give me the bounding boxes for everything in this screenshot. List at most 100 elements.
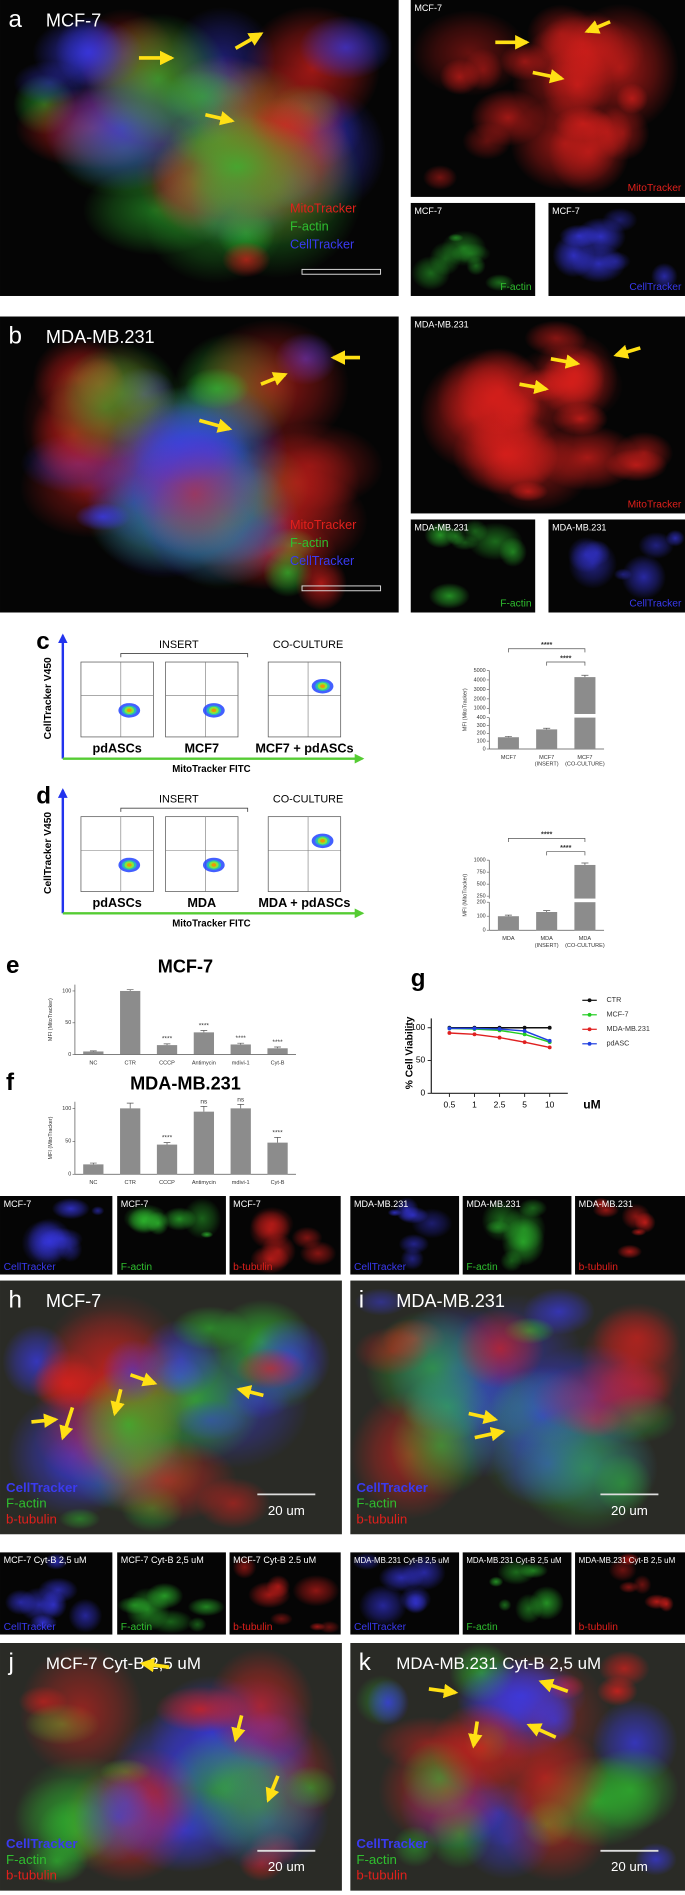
arrow bbox=[59, 1406, 75, 1441]
arrow bbox=[474, 1426, 506, 1442]
y-axis-label: CellTracker V450 bbox=[43, 657, 54, 739]
error-bar bbox=[200, 1106, 208, 1112]
cell bbox=[621, 554, 667, 600]
cell bbox=[358, 1584, 407, 1627]
cell bbox=[613, 568, 633, 581]
panel-letter: i bbox=[359, 1286, 364, 1313]
panel-title: MCF-7 bbox=[414, 3, 442, 13]
cell bbox=[552, 402, 608, 436]
scale-label: 20 um bbox=[268, 1859, 305, 1874]
bar bbox=[230, 1044, 251, 1055]
x-tick-label: CCCP bbox=[159, 1180, 175, 1186]
cell bbox=[58, 1508, 101, 1530]
cell bbox=[462, 122, 512, 160]
cell bbox=[318, 1620, 340, 1634]
cell bbox=[366, 1679, 410, 1726]
y-tick-label: 750 bbox=[477, 870, 486, 876]
cell bbox=[106, 402, 253, 485]
channel-label: b-tubulin bbox=[233, 1622, 273, 1633]
cell bbox=[152, 115, 322, 219]
y-axis-label: % Cell Viability bbox=[404, 1016, 415, 1089]
cell bbox=[221, 241, 271, 278]
legend-entry: F-actin bbox=[356, 1496, 397, 1511]
y-axis-label: CellTracker V450 bbox=[43, 812, 54, 894]
significance: ns bbox=[200, 1098, 208, 1105]
y-tick-label: 3000 bbox=[474, 687, 486, 693]
legend-entry: pdASC bbox=[606, 1039, 629, 1048]
cell bbox=[270, 1612, 293, 1626]
cell bbox=[399, 1585, 432, 1613]
x-tick-label: CCCP bbox=[159, 1061, 175, 1067]
cell bbox=[101, 1339, 164, 1404]
cell bbox=[617, 1553, 640, 1566]
arrow bbox=[526, 1723, 557, 1739]
arrow bbox=[260, 372, 288, 386]
cell bbox=[260, 1234, 296, 1269]
cell bbox=[184, 367, 250, 410]
cell bbox=[461, 519, 488, 543]
group-label: INSERT bbox=[159, 639, 199, 651]
point bbox=[522, 1025, 527, 1030]
cell bbox=[44, 1553, 68, 1570]
chart-title: MCF-7 bbox=[158, 956, 213, 976]
channel-label: F-actin bbox=[121, 1262, 153, 1273]
error-bar bbox=[274, 1136, 281, 1143]
scale-bar bbox=[301, 268, 382, 275]
bracket bbox=[546, 661, 586, 666]
cell bbox=[617, 1244, 643, 1259]
channel-label: F-actin bbox=[500, 282, 532, 293]
flow-plot bbox=[80, 816, 154, 892]
x-tick-label: (INSERT) bbox=[535, 943, 559, 949]
group-label: CO-CULTURE bbox=[273, 794, 343, 806]
significance: **** bbox=[560, 653, 571, 662]
cell bbox=[446, 527, 466, 546]
cell bbox=[13, 60, 86, 105]
cell bbox=[201, 1743, 319, 1866]
arrow bbox=[110, 1388, 125, 1417]
error-bar bbox=[126, 1102, 134, 1109]
y-axis-label: MFI (MitoTracker) bbox=[463, 688, 469, 731]
y-tick-label: 50 bbox=[416, 1055, 426, 1065]
legend-entry: b-tubulin bbox=[6, 1511, 57, 1526]
panel-letter: g bbox=[411, 965, 426, 992]
panel-title: MCF-7 bbox=[414, 206, 442, 216]
cell bbox=[354, 1288, 408, 1316]
legend-entry: MDA-MB.231 bbox=[606, 1024, 649, 1033]
channel-label: F-actin bbox=[466, 1262, 498, 1273]
arrow bbox=[550, 354, 581, 369]
channel-label: CellTracker bbox=[4, 1622, 57, 1633]
arrow bbox=[519, 379, 549, 395]
x-tick-label: MDA bbox=[541, 936, 554, 942]
panel-letter: f bbox=[6, 1069, 15, 1096]
error-bar bbox=[89, 1050, 97, 1052]
arrow bbox=[468, 1721, 483, 1749]
y-tick-label: 200 bbox=[477, 900, 486, 906]
bar bbox=[497, 916, 519, 931]
bar bbox=[536, 729, 558, 750]
bar bbox=[193, 1032, 215, 1055]
error-bar bbox=[543, 910, 551, 913]
cell bbox=[651, 262, 678, 290]
error-bar bbox=[504, 914, 512, 917]
legend-marker bbox=[587, 1027, 592, 1032]
cell bbox=[182, 1197, 222, 1240]
cell bbox=[309, 1622, 326, 1631]
flow-plot bbox=[80, 661, 154, 738]
arrow bbox=[198, 418, 233, 433]
panel-title: MCF-7 Cyt-B 2,5 uM bbox=[121, 1555, 204, 1565]
cell bbox=[497, 1559, 536, 1585]
channel-label: CellTracker bbox=[354, 1262, 407, 1273]
panel-title: MCF-7 bbox=[46, 1291, 101, 1311]
cell bbox=[524, 320, 588, 356]
panel-title: MDA-MB.231 bbox=[46, 327, 155, 347]
arrow bbox=[234, 32, 264, 50]
error-bar bbox=[163, 1142, 171, 1145]
flow-plot bbox=[165, 816, 239, 892]
panel-title: MCF-7 Cyt-B 2.5 uM bbox=[233, 1555, 316, 1565]
arrow bbox=[265, 1775, 280, 1803]
legend-entry: F-actin bbox=[356, 1852, 397, 1867]
legend-entry: F-actin bbox=[290, 219, 329, 233]
x-tick-label: MCF7 bbox=[539, 755, 554, 761]
error-bar bbox=[200, 1030, 208, 1033]
event-cloud bbox=[126, 863, 132, 867]
